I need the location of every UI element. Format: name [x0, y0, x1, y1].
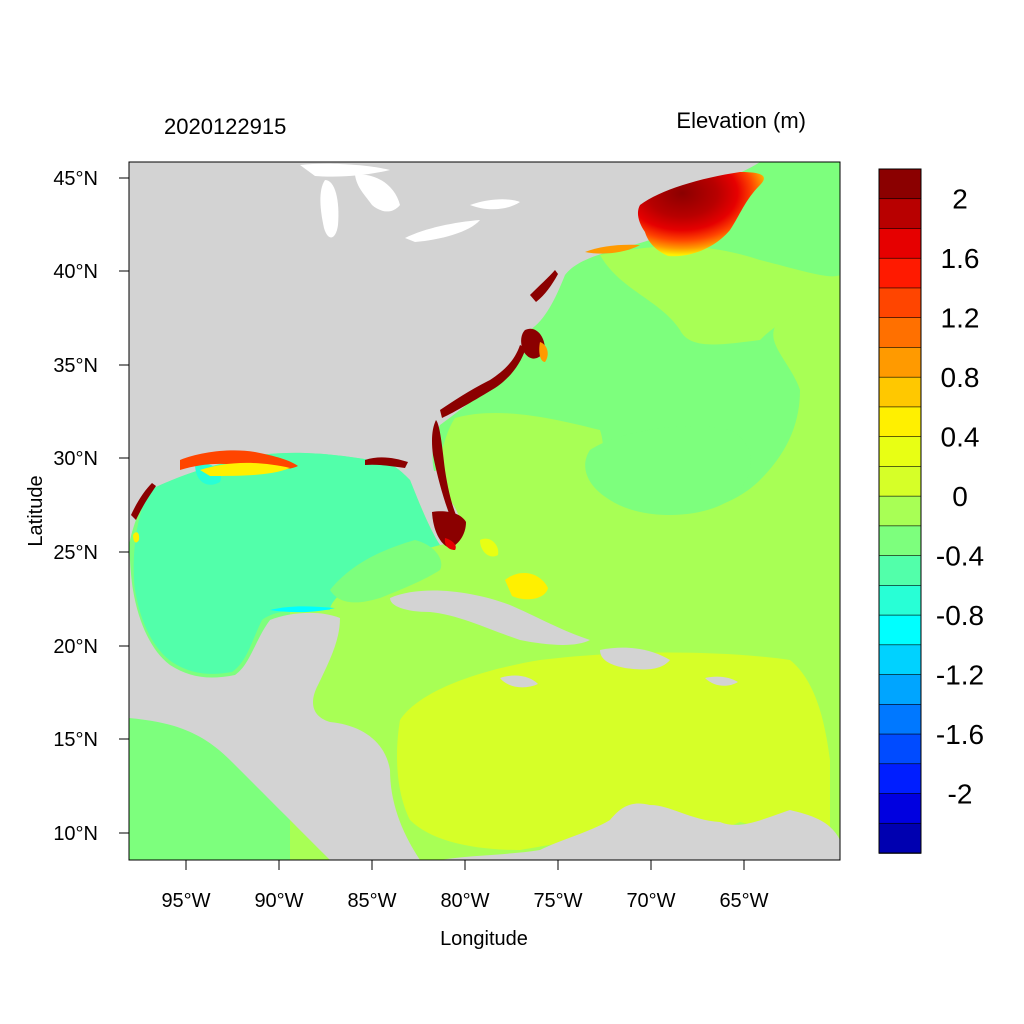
yucatan-strip [270, 606, 335, 613]
bahamas-bank-2 [480, 538, 499, 557]
y-tick-label: 30°N [53, 448, 98, 470]
colorbar-bin [878, 674, 922, 706]
gulf-of-maine-surge [637, 172, 764, 257]
big-bend-coast [365, 457, 408, 468]
colorbar-bin [878, 466, 922, 497]
mid-atlantic-band [600, 246, 840, 345]
timestamp-label: 2020122915 [164, 114, 286, 139]
colorbar-bin [878, 525, 922, 557]
coastal-surge [131, 244, 640, 550]
x-tick-label: 80°W [440, 890, 489, 912]
texas-coast [131, 483, 156, 520]
colorbar-bin [878, 317, 922, 349]
y-tick-label: 20°N [53, 636, 98, 658]
colorbar-bin [878, 614, 922, 646]
y-tick-label: 15°N [53, 729, 98, 751]
colorbar-bin [878, 228, 922, 260]
colorbar-bin [878, 822, 922, 854]
hispaniola-land [600, 647, 670, 670]
lake-erie [405, 220, 480, 242]
colorbar-bin [878, 287, 922, 319]
x-tick-label: 70°W [626, 890, 675, 912]
colorbar-bin [878, 585, 922, 616]
x-axis-label: Longitude [440, 928, 528, 950]
florida-straits [330, 540, 442, 603]
colorbar: 2 1.6 1.2 0.8 0.4 0 -0.4 -0.8 -1.2 -1.6 -2 [878, 168, 984, 854]
colorbar-bin [878, 704, 922, 735]
florida-surge [432, 511, 466, 548]
lake-ontario [470, 199, 520, 210]
colorbar-tick-label: -1.6 [936, 719, 984, 750]
colorbar-tick-label: 1.2 [941, 303, 980, 334]
colorbar-tick-label: 1.6 [941, 243, 980, 274]
colorbar-bin [878, 376, 922, 408]
mexico-central-america-land [129, 545, 420, 860]
y-tick-label: 45°N [53, 168, 98, 190]
colorbar-tick-label: -2 [948, 779, 973, 810]
pamlico-sound [521, 328, 545, 359]
y-tick-label: 35°N [53, 355, 98, 377]
carolina-coast [440, 345, 526, 418]
colorbar-bin [878, 555, 922, 587]
colorbar-tick-label: -0.8 [936, 600, 984, 631]
ny-coast [585, 244, 640, 254]
colorbar-frame [878, 168, 922, 854]
chesapeake-coast [530, 270, 558, 302]
colorbar-tick-label: 0 [952, 481, 968, 512]
pamlico-sound-edge [539, 342, 548, 362]
north-america-land [129, 162, 760, 545]
colorbar-bin [878, 198, 922, 230]
y-tick-label: 40°N [53, 261, 98, 283]
east-florida-coast [432, 420, 456, 516]
great-lakes [300, 163, 520, 242]
map-panel: 95°W 90°W 85°W 80°W 75°W 70°W 65°W 45°N … [25, 161, 841, 950]
y-tick-label: 10°N [53, 823, 98, 845]
cuba-land [390, 590, 590, 645]
x-axis [185, 860, 745, 870]
colorbar-labels: 2 1.6 1.2 0.8 0.4 0 -0.4 -0.8 -1.2 -1.6 -2 [936, 184, 984, 810]
colorbar-tick-label: -1.2 [936, 660, 984, 691]
colorbar-bin [878, 168, 922, 200]
lake-huron [355, 174, 400, 212]
gulf-of-mexico [133, 452, 440, 674]
x-tick-label: 95°W [161, 890, 210, 912]
colorbar-bin [878, 644, 922, 676]
colorbar-tick-label: -0.4 [936, 541, 984, 572]
louisiana-coast-yellow [200, 462, 290, 476]
jamaica-land [500, 675, 538, 688]
lake-superior [300, 163, 390, 177]
colorbar-bins [878, 168, 922, 854]
x-tick-label: 90°W [254, 890, 303, 912]
puerto-rico-land [705, 676, 738, 686]
texas-coast-yellow [133, 532, 140, 543]
atlantic-negative-patch [585, 426, 751, 515]
variable-label: Elevation (m) [676, 108, 806, 133]
colorbar-tick-label: 0.8 [941, 362, 980, 393]
bahamas-bank [505, 573, 548, 600]
map-frame [128, 161, 841, 861]
colorbar-bin [878, 436, 922, 468]
colorbar-tick-label: 2 [952, 184, 968, 215]
lake-michigan [320, 180, 339, 238]
colorbar-bin [878, 733, 922, 765]
florida-surge-tip [444, 538, 456, 550]
y-tick-label: 25°N [53, 542, 98, 564]
x-tick-label: 65°W [719, 890, 768, 912]
colorbar-bin [878, 257, 922, 289]
y-axis-label: Latitude [25, 475, 47, 546]
south-america-land [440, 803, 840, 860]
caribbean-sea [397, 652, 830, 850]
colorbar-bin [878, 406, 922, 438]
colorbar-tick-label: 0.4 [941, 422, 980, 453]
colorbar-bin [878, 793, 922, 825]
x-tick-label: 75°W [533, 890, 582, 912]
x-tick-label: 85°W [347, 890, 396, 912]
colorbar-bin [878, 763, 922, 795]
land [129, 162, 840, 860]
colorbar-bin [878, 347, 922, 378]
colorbar-bin [878, 495, 922, 527]
y-axis [119, 177, 129, 834]
